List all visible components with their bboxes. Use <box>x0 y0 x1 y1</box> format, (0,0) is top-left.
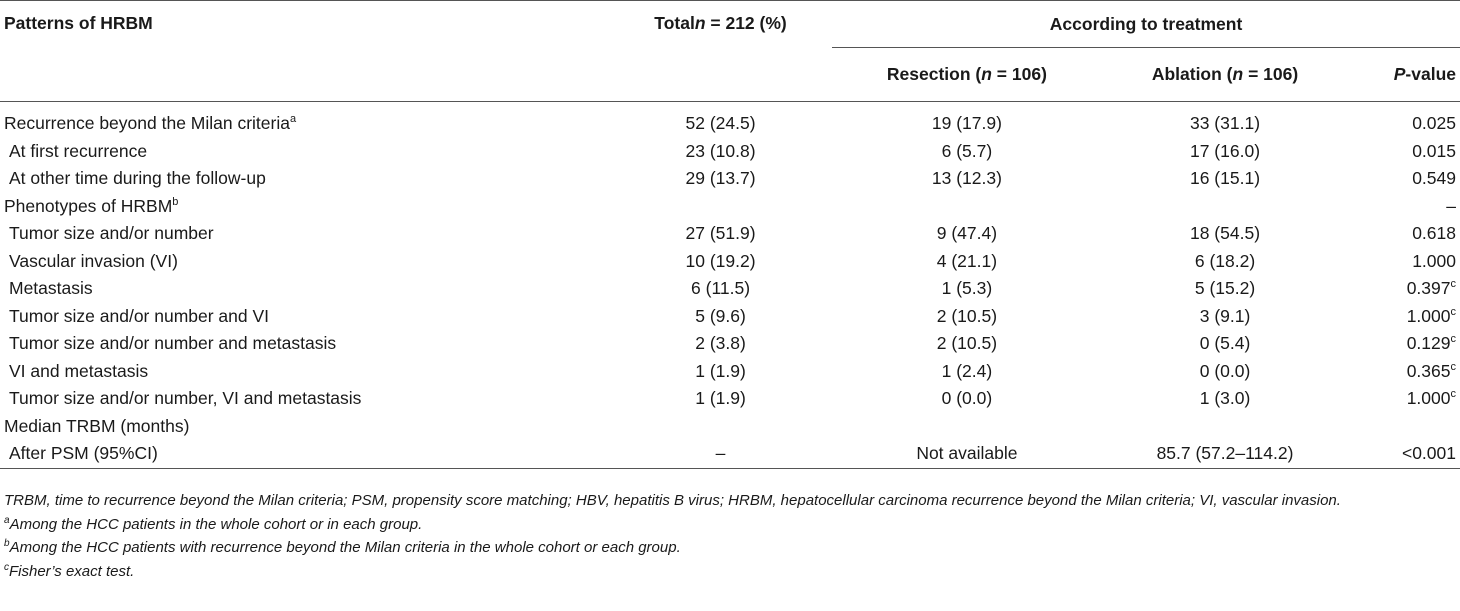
cell-resection: 4 (21.1) <box>936 250 998 271</box>
cell-p-value: 0.365c <box>1406 360 1456 381</box>
row-label: After PSM (95%CI) <box>9 443 158 464</box>
table-row: At other time during the follow-up 29 (13… <box>0 165 1460 193</box>
cell-ablation: 18 (54.5) <box>1189 223 1261 244</box>
cell-total: 1 (1.9) <box>695 360 746 381</box>
cell-resection: 2 (10.5) <box>936 305 998 326</box>
row-label: Median TRBM (months) <box>4 415 190 436</box>
table-row: VI and metastasis 1 (1.9) 1 (2.4) 0 (0.0) 0.… <box>0 358 1460 386</box>
cell-ablation: 0 (0.0) <box>1199 360 1251 381</box>
footnote-a: aAmong the HCC patients in the whole coh… <box>4 514 423 533</box>
cell-total: 29 (13.7) <box>685 168 756 189</box>
cell-resection: 9 (47.4) <box>936 223 998 244</box>
table-row: Metastasis 6 (11.5) 1 (5.3) 5 (15.2) 0.397c <box>0 275 1460 303</box>
cell-total: 52 (24.5) <box>685 113 756 134</box>
cell-p-value: 0.015 <box>1412 140 1456 161</box>
cell-total: 1 (1.9) <box>695 388 746 409</box>
cell-resection <box>832 413 1102 441</box>
cell-p-value <box>1348 413 1460 441</box>
header-p-value: P-value <box>1393 64 1456 84</box>
cell-resection: 1 (5.3) <box>941 278 993 299</box>
footnote-b: bAmong the HCC patients with recurrence … <box>4 538 681 557</box>
cell-resection: 19 (17.9) <box>931 113 1002 134</box>
cell-ablation <box>1102 193 1349 221</box>
cell-ablation: 1 (3.0) <box>1199 388 1251 409</box>
row-label: Metastasis <box>9 278 93 299</box>
table-row: Tumor size and/or number and VI 5 (9.6) 2 … <box>0 303 1460 331</box>
table-row: Phenotypes of HRBMb – <box>0 193 1460 221</box>
cell-resection: 1 (2.4) <box>941 360 993 381</box>
cell-resection <box>832 193 1102 221</box>
table-row: Recurrence beyond the Milan criteriaa 52 … <box>0 102 1460 138</box>
cell-resection: 2 (10.5) <box>936 333 998 354</box>
cell-total <box>609 413 832 441</box>
cell-resection: 13 (12.3) <box>931 168 1002 189</box>
cell-p-value: – <box>1446 195 1456 216</box>
cell-p-value: 0.025 <box>1412 113 1456 134</box>
header-ablation: Ablation (n = 106) <box>1151 64 1299 84</box>
cell-resection: Not available <box>916 443 1018 464</box>
cell-resection: 0 (0.0) <box>941 388 993 409</box>
cell-p-value: 1.000 <box>1412 250 1456 271</box>
cell-ablation: 17 (16.0) <box>1189 140 1261 161</box>
cell-p-value: 1.000c <box>1406 388 1456 409</box>
row-label: Phenotypes of HRBMb <box>4 195 179 216</box>
table-row: After PSM (95%CI) – Not available 85.7 (57.… <box>0 440 1460 468</box>
cell-ablation: 6 (18.2) <box>1194 250 1256 271</box>
row-label: Tumor size and/or number, VI and metasta… <box>9 388 362 409</box>
row-label: Vascular invasion (VI) <box>9 250 178 271</box>
cell-ablation <box>1102 413 1349 441</box>
cell-total: 23 (10.8) <box>685 140 756 161</box>
cell-p-value: 1.000c <box>1406 305 1456 326</box>
header-total: Totaln = 212 (%) <box>654 13 787 33</box>
cell-ablation: 33 (31.1) <box>1189 113 1261 134</box>
table-footnotes: TRBM, time to recurrence beyond the Mila… <box>4 489 1454 583</box>
table-row: Tumor size and/or number, VI and metasta… <box>0 385 1460 413</box>
cell-ablation: 0 (5.4) <box>1199 333 1251 354</box>
header-resection: Resection (n = 106) <box>886 64 1047 84</box>
cell-total: 27 (51.9) <box>685 223 756 244</box>
cell-resection: 6 (5.7) <box>941 140 993 161</box>
cell-total: 5 (9.6) <box>695 305 746 326</box>
results-table: Patterns of HRBM Totaln = 212 (%) Accord… <box>0 0 1460 468</box>
cell-total: – <box>715 443 726 464</box>
cell-total: 10 (19.2) <box>685 250 756 271</box>
cell-total: 6 (11.5) <box>691 278 751 299</box>
table-row: At first recurrence 23 (10.8) 6 (5.7) 17 (1… <box>0 138 1460 166</box>
cell-ablation: 3 (9.1) <box>1199 305 1251 326</box>
cell-ablation: 5 (15.2) <box>1194 278 1256 299</box>
table-row: Vascular invasion (VI) 10 (19.2) 4 (21.1) 6… <box>0 248 1460 276</box>
row-label: Tumor size and/or number <box>9 223 214 244</box>
header-patterns: Patterns of HRBM <box>4 13 153 33</box>
cell-p-value: 0.397c <box>1406 278 1456 299</box>
row-label: VI and metastasis <box>9 360 149 381</box>
cell-p-value: 0.549 <box>1412 168 1456 189</box>
table-body: Recurrence beyond the Milan criteriaa 52 … <box>0 102 1460 468</box>
row-label: Tumor size and/or number and metastasis <box>9 333 337 354</box>
cell-total <box>609 193 832 221</box>
footnote-c: cFisher’s exact test. <box>4 561 135 580</box>
cell-p-value: 0.618 <box>1412 223 1456 244</box>
cell-ablation: 85.7 (57.2–114.2) <box>1156 443 1294 464</box>
table-row: Tumor size and/or number and metastasis 2… <box>0 330 1460 358</box>
row-label: Recurrence beyond the Milan criteriaa <box>4 113 297 134</box>
cell-p-value: 0.129c <box>1406 333 1456 354</box>
header-according-to-treatment: According to treatment <box>832 0 1460 48</box>
table-row: Median TRBM (months) <box>0 413 1460 441</box>
row-label: At first recurrence <box>9 140 148 161</box>
footnote-abbreviations: TRBM, time to recurrence beyond the Mila… <box>4 492 1341 509</box>
row-label: At other time during the follow-up <box>9 168 266 189</box>
table-row: Tumor size and/or number 27 (51.9) 9 (47.4… <box>0 220 1460 248</box>
cell-total: 2 (3.8) <box>695 333 746 354</box>
cell-p-value: <0.001 <box>1401 443 1456 464</box>
row-label: Tumor size and/or number and VI <box>9 305 270 326</box>
cell-ablation: 16 (15.1) <box>1189 168 1261 189</box>
